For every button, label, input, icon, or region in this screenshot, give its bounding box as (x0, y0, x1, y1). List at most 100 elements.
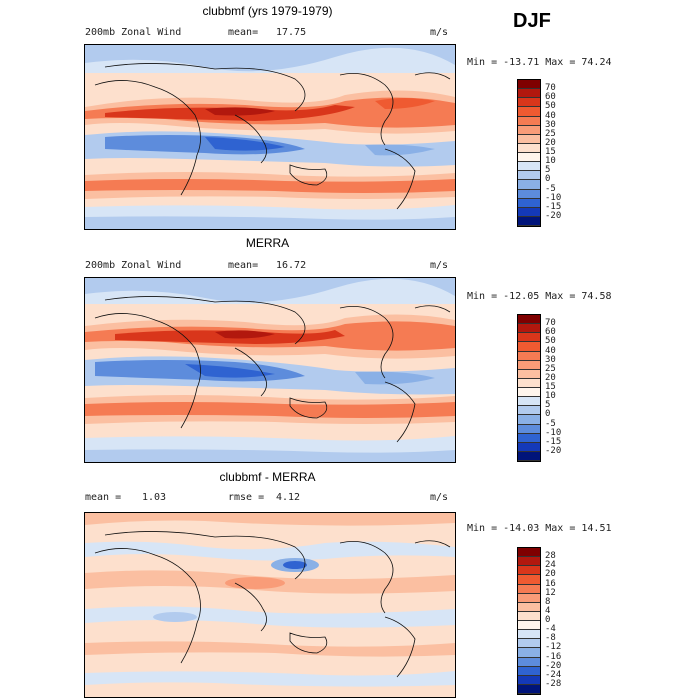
season-label: DJF (513, 10, 551, 32)
panel-1-variable-label: 200mb Zonal Wind (85, 27, 182, 38)
colorbar-swatch (518, 351, 540, 361)
colorbar-swatch (518, 575, 540, 585)
colorbar-tick-label: 20 (545, 372, 556, 383)
colorbar-swatch (518, 406, 540, 416)
colorbar-tick-label: -15 (545, 201, 562, 212)
colorbar-tick-label: 40 (545, 345, 556, 356)
colorbar-swatch (518, 134, 540, 144)
panel-3-rmse-value: 4.12 (276, 492, 301, 503)
colorbar-tick-label: 4 (545, 605, 551, 616)
panel-3-map-field (85, 513, 455, 697)
colorbar-tick-label: 20 (545, 569, 556, 580)
colorbar-swatch (518, 557, 540, 567)
panel-1-mean-label: mean= (228, 27, 259, 38)
panel-3-mean-value: 1.03 (142, 492, 167, 503)
colorbar-swatch (518, 657, 540, 667)
panel-2-map (84, 277, 456, 463)
panel-1-units: m/s (430, 27, 449, 38)
colorbar-swatch (518, 80, 540, 90)
colorbar-tick-label: -8 (545, 633, 556, 644)
panel-2-title: MERRA (245, 236, 290, 250)
colorbar-swatch (518, 424, 540, 434)
colorbar-tick-label: -10 (545, 192, 562, 203)
colorbar-swatch (518, 189, 540, 199)
colorbar-tick-label: 25 (545, 128, 556, 139)
panel-2-units: m/s (430, 260, 449, 271)
colorbar-swatch (518, 442, 540, 452)
colorbar-tick-label: -16 (545, 651, 562, 662)
colorbar-swatch (518, 666, 540, 676)
panel-2-colorbar (517, 314, 541, 462)
colorbar-swatch (518, 684, 540, 694)
colorbar-swatch (518, 397, 540, 407)
colorbar-tick-label: -20 (545, 660, 562, 671)
panel-3-colorbar (517, 547, 541, 695)
colorbar-tick-label: 16 (545, 578, 556, 589)
panel-2-mean-label: mean= (228, 260, 259, 271)
colorbar-swatch (518, 648, 540, 658)
colorbar-swatch (518, 433, 540, 443)
colorbar-tick-label: 0 (545, 409, 551, 420)
panel-3-units: m/s (430, 492, 449, 503)
panel-3-colorbar-swatches (518, 548, 540, 694)
colorbar-swatch (518, 602, 540, 612)
colorbar-swatch (518, 566, 540, 576)
colorbar-tick-label: -20 (545, 445, 562, 456)
colorbar-tick-label: -5 (545, 183, 556, 194)
colorbar-tick-label: 50 (545, 101, 556, 112)
colorbar-tick-label: 40 (545, 110, 556, 121)
colorbar-swatch (518, 378, 540, 388)
panel-3-mean-label: mean = (85, 492, 122, 503)
panel-1-colorbar-swatches (518, 80, 540, 226)
colorbar-tick-label: 5 (545, 400, 551, 411)
colorbar-tick-label: 20 (545, 137, 556, 148)
colorbar-tick-label: -12 (545, 642, 562, 653)
colorbar-swatch (518, 162, 540, 172)
colorbar-tick-label: 30 (545, 119, 556, 130)
panel-1-map (84, 44, 456, 230)
colorbar-swatch (518, 125, 540, 135)
colorbar-swatch (518, 315, 540, 325)
colorbar-tick-label: -5 (545, 418, 556, 429)
panel-1-colorbar (517, 79, 541, 227)
colorbar-swatch (518, 180, 540, 190)
panel-2-minmax: Min = -12.05 Max = 74.58 (467, 291, 612, 302)
colorbar-swatch (518, 451, 540, 461)
panel-3-title: clubbmf - MERRA (219, 470, 316, 484)
colorbar-swatch (518, 143, 540, 153)
colorbar-tick-label: 0 (545, 174, 551, 185)
colorbar-swatch (518, 153, 540, 163)
colorbar-swatch (518, 116, 540, 126)
colorbar-tick-label: 24 (545, 560, 556, 571)
colorbar-tick-label: 28 (545, 551, 556, 562)
colorbar-swatch (518, 171, 540, 181)
colorbar-tick-label: 10 (545, 156, 556, 167)
colorbar-swatch (518, 593, 540, 603)
colorbar-tick-label: 10 (545, 391, 556, 402)
colorbar-tick-label: 70 (545, 318, 556, 329)
colorbar-tick-label: 12 (545, 587, 556, 598)
colorbar-swatch (518, 89, 540, 99)
colorbar-tick-label: -28 (545, 678, 562, 689)
colorbar-tick-label: 60 (545, 92, 556, 103)
panel-1-map-field (85, 45, 455, 229)
colorbar-swatch (518, 98, 540, 108)
colorbar-tick-label: 25 (545, 363, 556, 374)
colorbar-tick-label: 5 (545, 165, 551, 176)
colorbar-tick-label: -20 (545, 210, 562, 221)
colorbar-swatch (518, 324, 540, 334)
colorbar-swatch (518, 621, 540, 631)
colorbar-swatch (518, 360, 540, 370)
colorbar-swatch (518, 107, 540, 117)
colorbar-tick-label: 15 (545, 147, 556, 157)
colorbar-swatch (518, 639, 540, 649)
colorbar-tick-label: 60 (545, 327, 556, 338)
colorbar-tick-label: 0 (545, 615, 551, 625)
panel-3-map (84, 512, 456, 698)
panel-1-mean-value: 17.75 (276, 27, 307, 38)
panel-2-variable-label: 200mb Zonal Wind (85, 260, 182, 271)
colorbar-swatch (518, 198, 540, 208)
panel-2-colorbar-swatches (518, 315, 540, 461)
colorbar-swatch (518, 611, 540, 621)
colorbar-tick-label: -24 (545, 669, 562, 680)
